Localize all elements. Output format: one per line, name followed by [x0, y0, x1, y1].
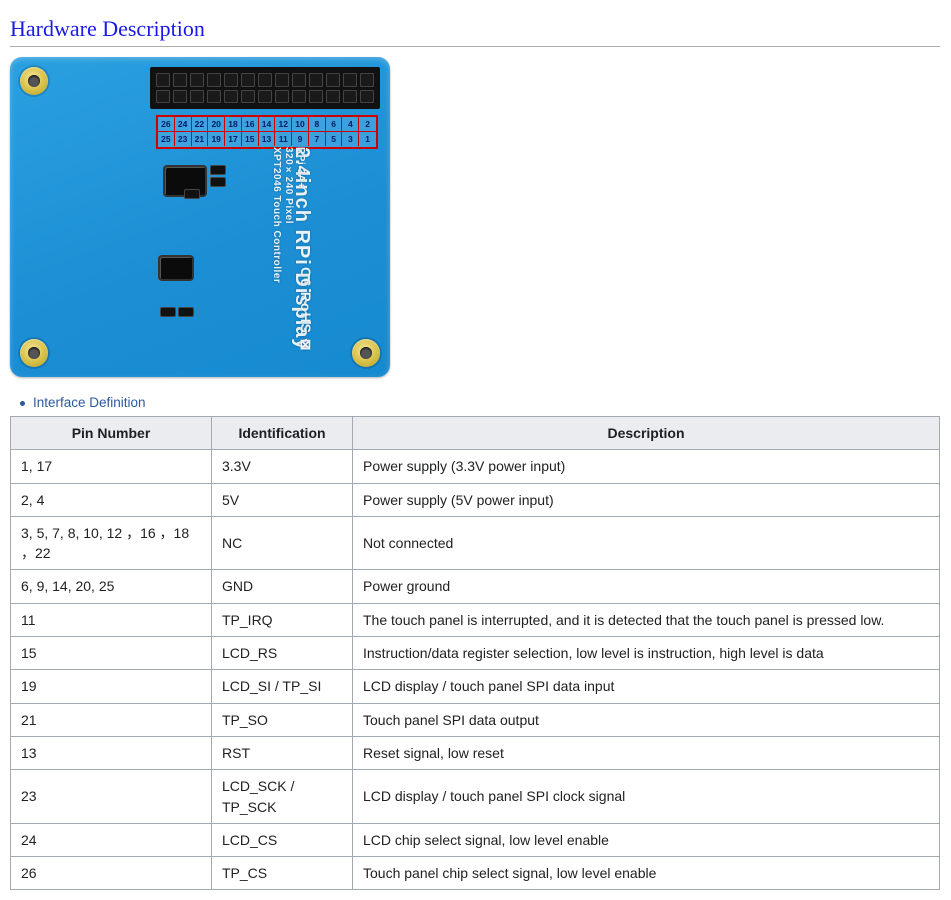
pin-number-cell: 11	[275, 132, 292, 146]
pin-number-cell: 19	[208, 132, 225, 146]
cell-identification: GND	[212, 570, 353, 603]
pin-number-cell: 1	[359, 132, 376, 146]
table-row: 13RSTReset signal, low reset	[11, 736, 940, 769]
pin-number-cell: 24	[175, 117, 192, 132]
pin-number-cell: 23	[175, 132, 192, 146]
cell-pin-number: 13	[11, 736, 212, 769]
cell-identification: 3.3V	[212, 450, 353, 483]
cell-description: Not connected	[353, 516, 940, 570]
pin-number-cell: 18	[225, 117, 242, 132]
pin-number-cell: 21	[192, 132, 209, 146]
cell-pin-number: 6, 9, 14, 20, 25	[11, 570, 212, 603]
table-row: 23LCD_SCK / TP_SCKLCD display / touch pa…	[11, 770, 940, 824]
cell-identification: TP_CS	[212, 857, 353, 890]
smd-icon	[160, 307, 176, 317]
cell-description: Power supply (3.3V power input)	[353, 450, 940, 483]
table-row: 19LCD_SI / TP_SILCD display / touch pane…	[11, 670, 940, 703]
cell-description: Instruction/data register selection, low…	[353, 637, 940, 670]
smd-icon	[210, 177, 226, 187]
ic-chip-icon	[160, 257, 192, 279]
pin-number-cell: 17	[225, 132, 242, 146]
cell-identification: LCD_CS	[212, 823, 353, 856]
cell-pin-number: 15	[11, 637, 212, 670]
table-row: 2, 45VPower supply (5V power input)	[11, 483, 940, 516]
smd-icon	[184, 189, 200, 199]
cell-pin-number: 21	[11, 703, 212, 736]
cell-identification: TP_SO	[212, 703, 353, 736]
pin-number-cell: 12	[275, 117, 292, 132]
cell-description: The touch panel is interrupted, and it i…	[353, 603, 940, 636]
col-description: Description	[353, 417, 940, 450]
cell-description: Touch panel chip select signal, low leve…	[353, 857, 940, 890]
smd-icon	[178, 307, 194, 317]
cell-pin-number: 11	[11, 603, 212, 636]
cell-description: LCD display / touch panel SPI clock sign…	[353, 770, 940, 824]
mount-hole-icon	[20, 339, 48, 367]
cell-description: LCD display / touch panel SPI data input	[353, 670, 940, 703]
pin-number-cell: 10	[292, 117, 309, 132]
cell-pin-number: 2, 4	[11, 483, 212, 516]
interface-definition-label: Interface Definition	[20, 395, 940, 410]
cell-pin-number: 23	[11, 770, 212, 824]
cell-identification: 5V	[212, 483, 353, 516]
cell-pin-number: 24	[11, 823, 212, 856]
pin-number-cell: 25	[158, 132, 175, 146]
pin-number-cell: 14	[259, 117, 276, 132]
pcb-board: 2624222018161412108642252321191715131197…	[10, 57, 390, 377]
cell-description: Power ground	[353, 570, 940, 603]
pin-number-cell: 5	[326, 132, 343, 146]
table-row: 1, 173.3VPower supply (3.3V power input)	[11, 450, 940, 483]
pin-number-cell: 7	[309, 132, 326, 146]
cell-identification: LCD_SCK / TP_SCK	[212, 770, 353, 824]
silkscreen-subtitle: RPi 3A+ 320×240 Pixel XPT2046 Touch Cont…	[270, 147, 306, 283]
pin-definition-table: Pin Number Identification Description 1,…	[10, 416, 940, 890]
certification-marks: C€ RoHS ⊠	[298, 267, 314, 352]
pin-number-cell: 13	[259, 132, 276, 146]
mount-hole-icon	[20, 67, 48, 95]
cell-description: Touch panel SPI data output	[353, 703, 940, 736]
pin-number-cell: 6	[326, 117, 343, 132]
table-row: 6, 9, 14, 20, 25GNDPower ground	[11, 570, 940, 603]
table-row: 24LCD_CSLCD chip select signal, low leve…	[11, 823, 940, 856]
col-pin-number: Pin Number	[11, 417, 212, 450]
cell-pin-number: 19	[11, 670, 212, 703]
table-row: 15LCD_RSInstruction/data register select…	[11, 637, 940, 670]
cell-description: Power supply (5V power input)	[353, 483, 940, 516]
pin-number-cell: 16	[242, 117, 259, 132]
gpio-header-icon	[150, 67, 380, 109]
smd-icon	[210, 165, 226, 175]
cell-pin-number: 3, 5, 7, 8, 10, 12 ，16 ，18 ，22	[11, 516, 212, 570]
table-row: 11TP_IRQThe touch panel is interrupted, …	[11, 603, 940, 636]
cell-identification: LCD_RS	[212, 637, 353, 670]
pin-number-cell: 9	[292, 132, 309, 146]
cell-identification: LCD_SI / TP_SI	[212, 670, 353, 703]
table-row: 21TP_SOTouch panel SPI data output	[11, 703, 940, 736]
cell-pin-number: 26	[11, 857, 212, 890]
pin-number-cell: 8	[309, 117, 326, 132]
cell-identification: RST	[212, 736, 353, 769]
cell-pin-number: 1, 17	[11, 450, 212, 483]
table-row: 26TP_CSTouch panel chip select signal, l…	[11, 857, 940, 890]
pin-number-cell: 15	[242, 132, 259, 146]
table-header-row: Pin Number Identification Description	[11, 417, 940, 450]
pin-number-cell: 4	[342, 117, 359, 132]
table-row: 3, 5, 7, 8, 10, 12 ，16 ，18 ，22NCNot conn…	[11, 516, 940, 570]
cell-identification: NC	[212, 516, 353, 570]
pin-number-cell: 20	[208, 117, 225, 132]
pin-number-cell: 22	[192, 117, 209, 132]
col-identification: Identification	[212, 417, 353, 450]
pin-number-cell: 2	[359, 117, 376, 132]
cell-identification: TP_IRQ	[212, 603, 353, 636]
pin-number-cell: 3	[342, 132, 359, 146]
pin-number-overlay: 2624222018161412108642252321191715131197…	[156, 115, 378, 149]
section-title: Hardware Description	[10, 16, 940, 47]
pin-number-cell: 26	[158, 117, 175, 132]
cell-description: Reset signal, low reset	[353, 736, 940, 769]
cell-description: LCD chip select signal, low level enable	[353, 823, 940, 856]
hardware-image: 2624222018161412108642252321191715131197…	[10, 57, 940, 377]
mount-hole-icon	[352, 339, 380, 367]
